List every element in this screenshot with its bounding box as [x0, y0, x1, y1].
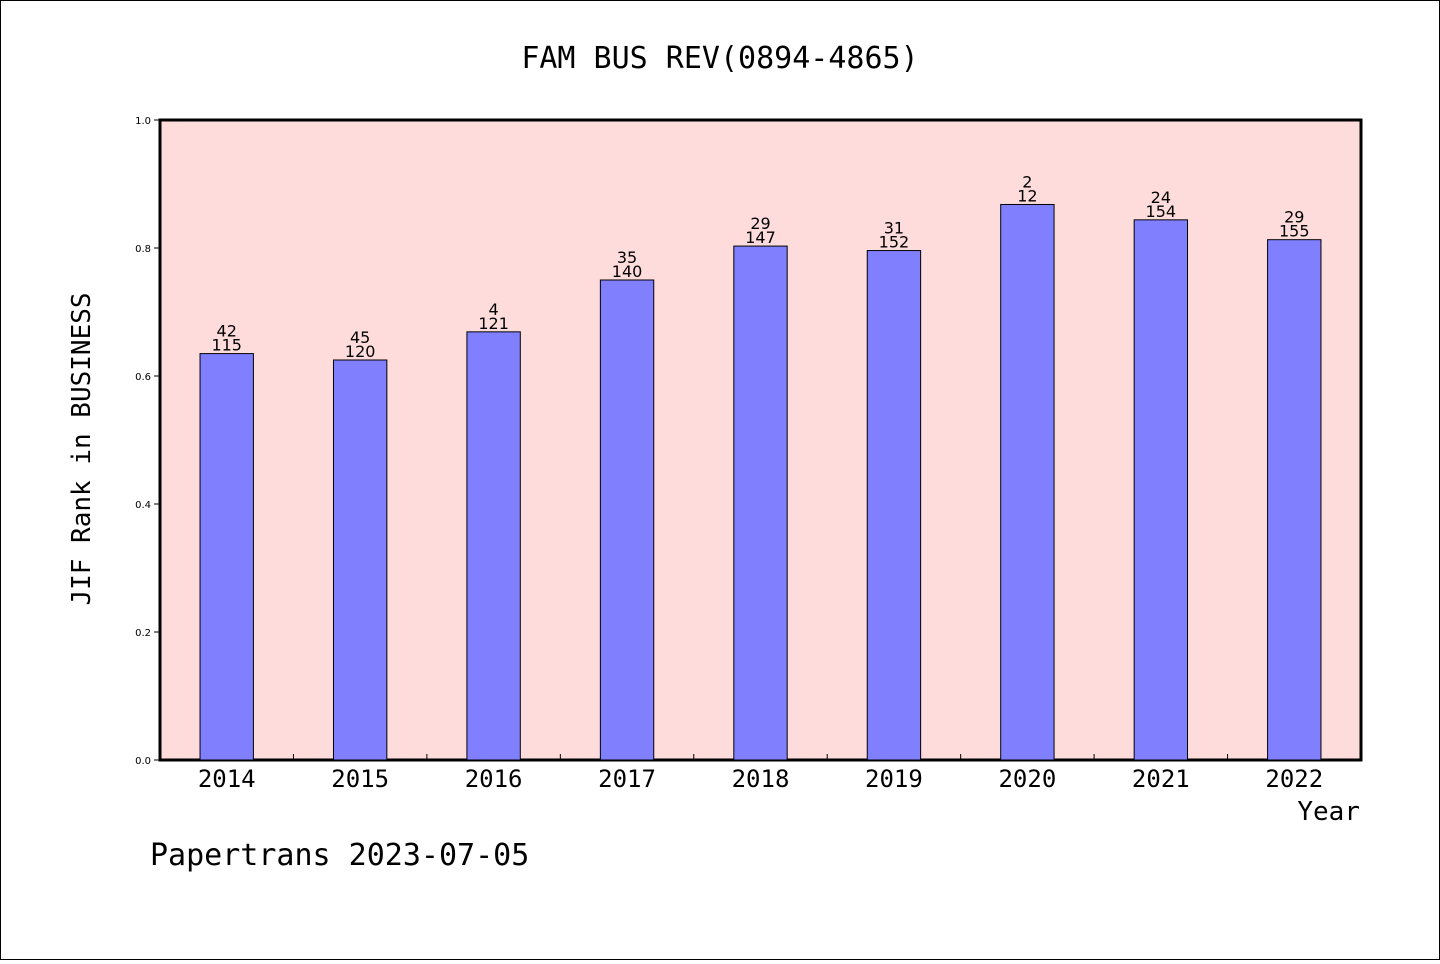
- bar-2018: [733, 245, 788, 761]
- bar-2022: [1267, 239, 1322, 761]
- bar-2014: [199, 353, 254, 761]
- bar-2019: [866, 250, 922, 761]
- bar-2015: [332, 359, 388, 761]
- x-tick-label: 2014: [198, 765, 256, 793]
- bar-label-top: 45: [350, 328, 370, 347]
- x-tick-label: 2021: [1132, 765, 1190, 793]
- x-tick-label: 2016: [465, 765, 523, 793]
- x-tick-label: 2020: [998, 765, 1056, 793]
- bar-label-bottom: 147: [745, 228, 776, 247]
- x-tick-label: 2015: [331, 765, 389, 793]
- bar-label-top: 2: [1022, 172, 1032, 191]
- x-tick-label: 2022: [1265, 765, 1323, 793]
- bar-label-top: 35: [617, 248, 637, 267]
- y-tick-label: 1.0: [135, 116, 151, 127]
- y-tick-label: 0.2: [135, 628, 151, 639]
- bar-2021: [1133, 219, 1189, 761]
- bar-label-bottom: 155: [1279, 222, 1310, 241]
- y-axis-label: JIF Rank in BUSINESS: [67, 292, 97, 605]
- bar-label-top: 42: [217, 322, 237, 341]
- bar-label-bottom: 121: [478, 314, 509, 333]
- bar-label-top: 29: [1284, 208, 1304, 227]
- y-tick-label: 0.4: [135, 500, 151, 511]
- bar-2020: [1000, 203, 1055, 761]
- y-tick-label: 0.0: [135, 756, 151, 767]
- x-tick-label: 2017: [598, 765, 656, 793]
- chart-title: FAM BUS REV(0894-4865): [521, 41, 918, 76]
- bar-label-bottom: 115: [211, 336, 242, 355]
- x-axis-label: Year: [1297, 797, 1360, 827]
- bar-label-bottom: 12: [1017, 186, 1037, 205]
- bar-label-bottom: 140: [612, 262, 643, 281]
- bar-label-top: 31: [884, 219, 904, 238]
- y-tick-label: 0.8: [135, 244, 151, 255]
- bar-label-bottom: 152: [879, 233, 910, 252]
- bar-label-top: 24: [1151, 188, 1171, 207]
- bar-label-top: 4: [489, 300, 499, 319]
- bar-series: [199, 203, 1322, 761]
- x-tick-label: 2018: [732, 765, 790, 793]
- bar-label-top: 29: [750, 214, 770, 233]
- x-tick-label: 2019: [865, 765, 923, 793]
- bar-2017: [599, 279, 655, 761]
- footer-credit: Papertrans 2023-07-05: [150, 838, 529, 873]
- y-axis: 0.0 0.2 0.4 0.6 0.8 1.0: [135, 116, 160, 767]
- bar-2016: [466, 331, 521, 761]
- bar-label-bottom: 154: [1146, 202, 1177, 221]
- x-axis: 2014 2015 2016 2017 2018 2019 2020 2021 2022: [198, 754, 1323, 793]
- y-tick-label: 0.6: [135, 372, 151, 383]
- bar-label-bottom: 120: [345, 342, 376, 361]
